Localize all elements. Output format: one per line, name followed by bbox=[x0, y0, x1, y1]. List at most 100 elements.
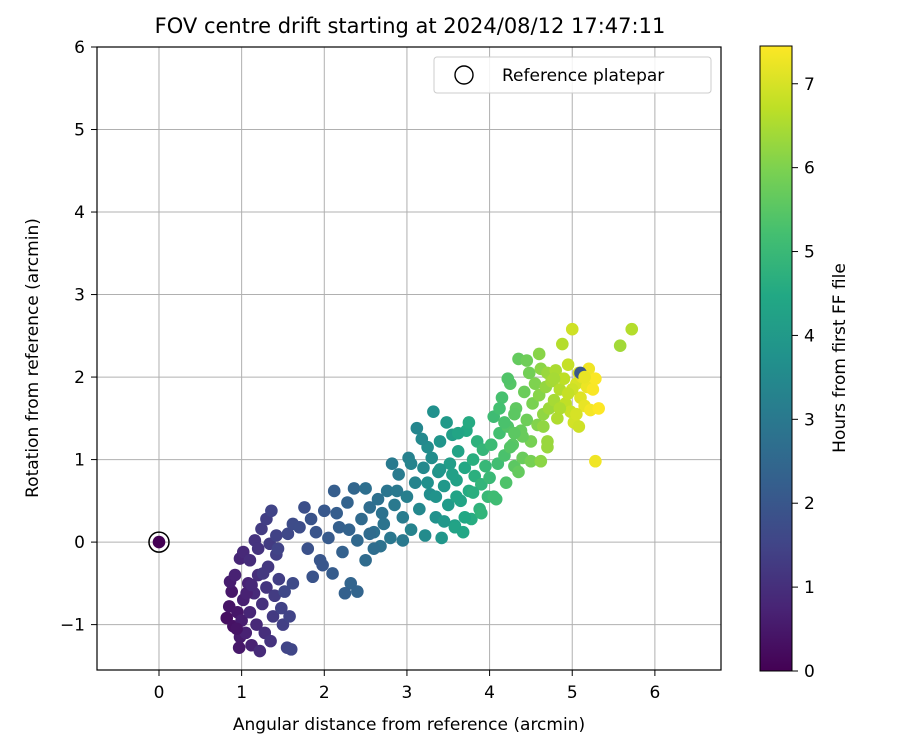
data-point bbox=[338, 586, 352, 600]
data-point bbox=[437, 515, 451, 528]
data-point bbox=[413, 502, 426, 516]
data-point bbox=[392, 468, 405, 481]
data-point bbox=[355, 512, 368, 526]
data-point bbox=[342, 523, 356, 537]
data-point bbox=[367, 542, 381, 556]
data-point bbox=[435, 531, 448, 545]
colorbar-tick-label: 3 bbox=[804, 410, 815, 430]
data-point bbox=[578, 370, 591, 384]
data-point bbox=[547, 372, 561, 386]
y-tick-label: 1 bbox=[74, 451, 85, 471]
data-point bbox=[484, 438, 498, 452]
data-point bbox=[404, 457, 418, 471]
data-point bbox=[322, 531, 335, 545]
y-axis-label: Rotation from reference (arcmin) bbox=[23, 218, 43, 498]
x-tick-label: 1 bbox=[236, 683, 247, 703]
data-point bbox=[306, 570, 320, 584]
data-point bbox=[466, 453, 480, 466]
y-tick-label: 5 bbox=[74, 121, 85, 141]
legend-entry: Reference platepar bbox=[502, 66, 664, 86]
data-point bbox=[557, 372, 571, 386]
data-point bbox=[475, 506, 488, 520]
data-point bbox=[448, 520, 462, 534]
data-point bbox=[228, 568, 242, 582]
data-point bbox=[466, 486, 480, 499]
data-point bbox=[462, 416, 476, 429]
data-point bbox=[421, 476, 434, 489]
data-point bbox=[441, 498, 455, 512]
data-point bbox=[384, 531, 397, 545]
data-point bbox=[281, 527, 295, 541]
y-tick-label: 6 bbox=[74, 38, 85, 58]
data-point bbox=[522, 366, 536, 380]
data-point bbox=[493, 402, 506, 415]
data-point bbox=[359, 482, 372, 495]
data-point bbox=[351, 534, 364, 547]
colorbar-tick-label: 6 bbox=[804, 159, 815, 179]
data-point bbox=[517, 385, 531, 399]
x-tick-label: 3 bbox=[402, 683, 413, 703]
data-point bbox=[327, 484, 341, 498]
data-point bbox=[589, 372, 602, 386]
data-point bbox=[553, 402, 567, 415]
y-tick-label: 4 bbox=[74, 203, 85, 223]
data-point bbox=[266, 610, 280, 623]
data-point bbox=[375, 506, 389, 520]
data-point bbox=[275, 601, 288, 615]
x-tick-label: 6 bbox=[649, 683, 660, 703]
data-point bbox=[271, 542, 285, 556]
data-point bbox=[528, 377, 542, 390]
data-point bbox=[537, 420, 550, 433]
data-point bbox=[309, 525, 323, 539]
data-point bbox=[433, 463, 447, 476]
data-point bbox=[388, 498, 401, 512]
data-point bbox=[451, 445, 465, 458]
x-tick-label: 2 bbox=[319, 683, 330, 703]
grid-lines bbox=[97, 46, 721, 670]
data-point bbox=[586, 383, 600, 396]
data-point bbox=[625, 322, 639, 336]
colorbar-tick-label: 5 bbox=[804, 243, 815, 263]
data-point bbox=[284, 643, 298, 656]
data-point bbox=[286, 577, 300, 590]
data-point bbox=[418, 529, 432, 542]
data-point bbox=[363, 501, 377, 514]
data-point bbox=[551, 412, 564, 425]
data-point bbox=[415, 432, 429, 446]
legend-box bbox=[433, 56, 712, 94]
data-point bbox=[561, 358, 575, 371]
data-point bbox=[316, 558, 329, 572]
data-point bbox=[451, 426, 465, 440]
data-point bbox=[293, 520, 306, 534]
data-point bbox=[450, 490, 463, 504]
plot-frame bbox=[96, 46, 722, 671]
data-point bbox=[255, 597, 269, 611]
colorbar-tick-label: 7 bbox=[804, 75, 815, 95]
data-point bbox=[410, 421, 424, 435]
data-point bbox=[524, 454, 538, 468]
data-point bbox=[408, 476, 422, 489]
data-point bbox=[230, 622, 243, 636]
data-point bbox=[592, 402, 605, 415]
data-point bbox=[332, 520, 346, 534]
data-point bbox=[326, 567, 339, 580]
data-point bbox=[541, 440, 554, 454]
data-point bbox=[556, 337, 569, 351]
y-tick-label: 3 bbox=[74, 286, 85, 306]
data-point bbox=[499, 476, 513, 489]
data-point bbox=[534, 454, 548, 468]
data-point bbox=[589, 454, 602, 468]
reference-platepar-marker bbox=[148, 531, 170, 553]
data-point bbox=[377, 517, 391, 531]
data-point bbox=[260, 581, 273, 594]
data-point bbox=[341, 496, 354, 509]
x-tick-label: 5 bbox=[567, 683, 578, 703]
data-point bbox=[512, 465, 525, 479]
data-point bbox=[304, 512, 318, 526]
colorbar-tick-label: 0 bbox=[804, 662, 815, 682]
data-point bbox=[561, 387, 575, 400]
data-point bbox=[347, 482, 361, 495]
x-tick-label: 0 bbox=[154, 683, 165, 703]
data-point bbox=[520, 354, 534, 367]
data-point bbox=[437, 479, 451, 493]
